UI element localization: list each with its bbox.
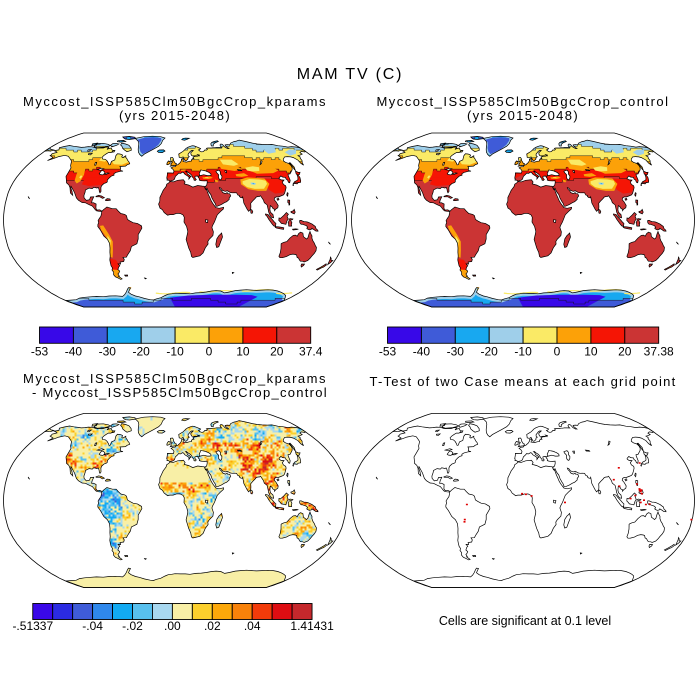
- svg-text:-20: -20: [133, 345, 151, 359]
- svg-text:1.41431: 1.41431: [290, 619, 334, 633]
- svg-text:T-Test of two Case means at ea: T-Test of two Case means at each grid po…: [370, 374, 677, 389]
- svg-text:-30: -30: [99, 345, 117, 359]
- svg-text:-53: -53: [31, 345, 49, 359]
- svg-text:0: 0: [554, 345, 561, 359]
- svg-text:-10: -10: [166, 345, 184, 359]
- svg-text:10: 10: [584, 345, 598, 359]
- svg-text:-20: -20: [481, 345, 499, 359]
- svg-text:0: 0: [206, 345, 213, 359]
- svg-text:-.51337: -.51337: [12, 619, 53, 633]
- svg-text:20: 20: [618, 345, 632, 359]
- svg-text:Myccost_ISSP585Clm50BgcCrop_kp: Myccost_ISSP585Clm50BgcCrop_kparams: [23, 94, 327, 109]
- svg-text:37.38: 37.38: [644, 345, 674, 359]
- svg-text:.04: .04: [244, 619, 261, 633]
- svg-text:(yrs 2015-2048): (yrs 2015-2048): [467, 108, 579, 123]
- svg-text:-40: -40: [65, 345, 83, 359]
- svg-text:-40: -40: [413, 345, 431, 359]
- svg-text:Cells are significant at 0.1 l: Cells are significant at 0.1 level: [439, 614, 611, 628]
- svg-text:Myccost_ISSP585Clm50BgcCrop_kp: Myccost_ISSP585Clm50BgcCrop_kparams: [23, 371, 327, 386]
- svg-text:MAM TV (C): MAM TV (C): [297, 66, 404, 83]
- svg-text:-10: -10: [514, 345, 532, 359]
- svg-text:- Myccost_ISSP585Clm50BgcCrop_: - Myccost_ISSP585Clm50BgcCrop_control: [32, 385, 328, 400]
- svg-text:-30: -30: [447, 345, 465, 359]
- svg-text:37.4: 37.4: [299, 345, 323, 359]
- svg-text:.00: .00: [164, 619, 181, 633]
- svg-text:-.02: -.02: [122, 619, 143, 633]
- svg-text:10: 10: [236, 345, 250, 359]
- svg-text:Myccost_ISSP585Clm50BgcCrop_co: Myccost_ISSP585Clm50BgcCrop_control: [376, 94, 669, 109]
- svg-text:-53: -53: [379, 345, 397, 359]
- svg-text:(yrs 2015-2048): (yrs 2015-2048): [119, 108, 231, 123]
- svg-text:-.04: -.04: [82, 619, 103, 633]
- svg-text:.02: .02: [204, 619, 221, 633]
- svg-text:20: 20: [270, 345, 284, 359]
